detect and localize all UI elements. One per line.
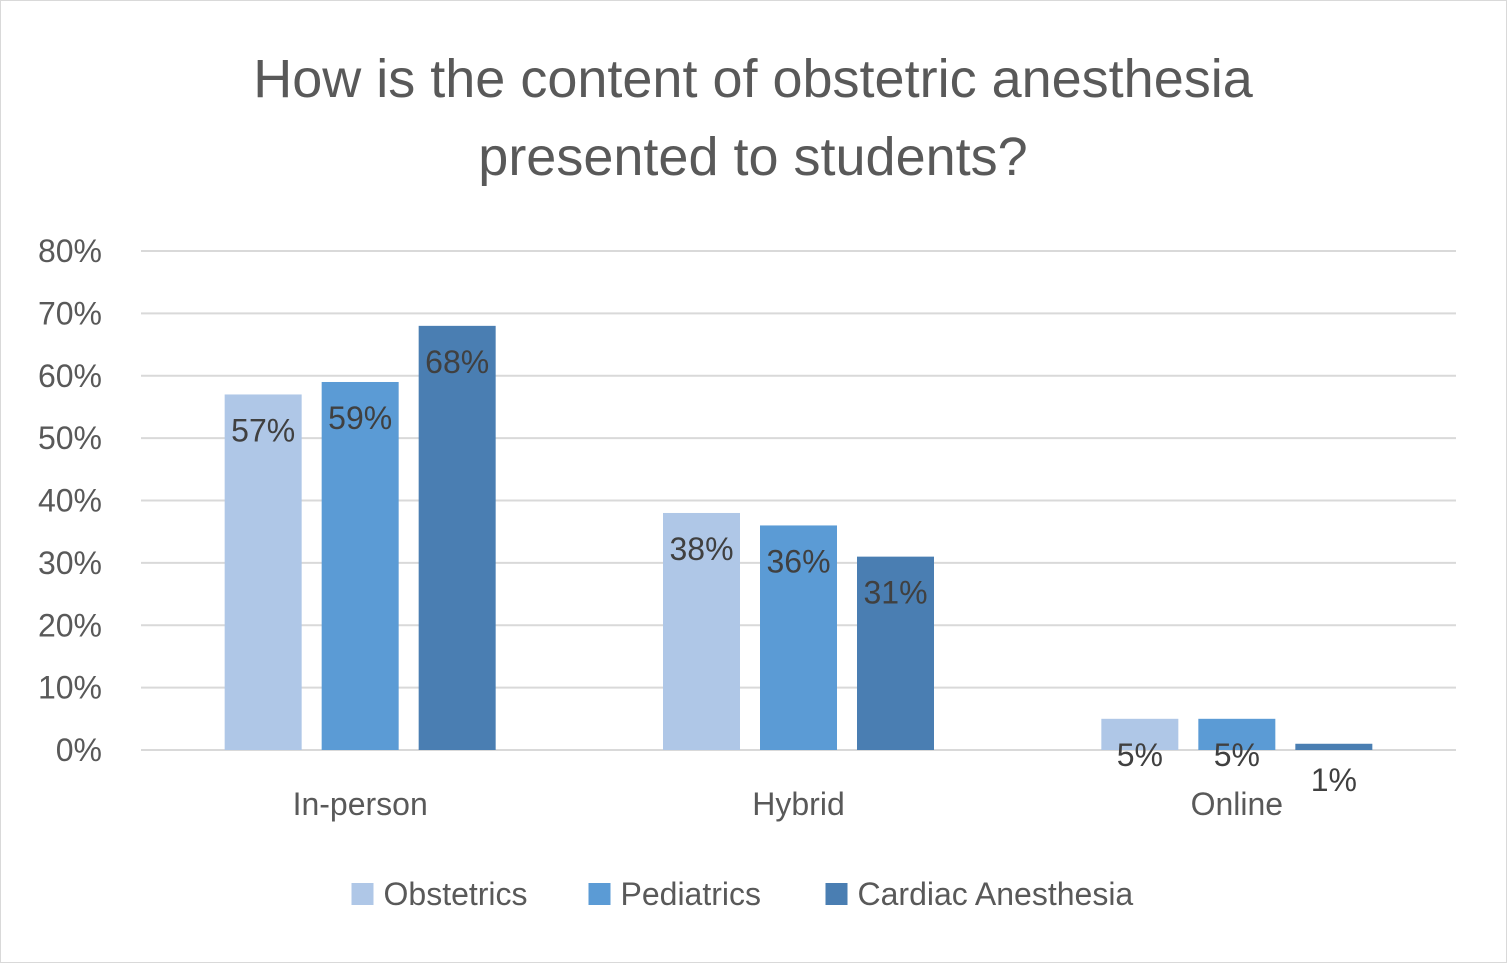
data-label: 1% <box>1311 762 1357 798</box>
legend-label: Cardiac Anesthesia <box>858 876 1134 912</box>
bar-pediatrics <box>760 525 837 750</box>
y-tick-label: 70% <box>38 295 102 331</box>
data-labels: 57% 59% 68% 38% 36% 31% 5% 5% 1% <box>231 344 1357 798</box>
legend-swatch <box>825 883 848 905</box>
bar-cardiac-anesthesia <box>418 325 496 750</box>
bar-cardiac-anesthesia <box>1295 743 1373 750</box>
y-tick-label: 60% <box>38 358 102 394</box>
x-category-label: In-person <box>293 786 428 822</box>
y-tick-label: 40% <box>38 483 102 519</box>
legend-label: Pediatrics <box>621 876 762 912</box>
bars <box>224 325 1373 750</box>
y-tick-label: 80% <box>38 233 102 269</box>
legend: Obstetrics Pediatrics Cardiac Anesthesia <box>351 876 1134 912</box>
data-label: 5% <box>1117 737 1163 773</box>
data-label: 38% <box>669 531 733 567</box>
bar-obstetrics <box>1101 718 1179 750</box>
bar-pediatrics <box>1198 718 1276 750</box>
chart-title: How is the content of obstetric anesthes… <box>253 49 1254 187</box>
data-label: 36% <box>766 543 830 579</box>
legend-swatch <box>351 883 374 905</box>
y-tick-label: 10% <box>38 670 102 706</box>
chart-title-line-1: How is the content of obstetric anesthes… <box>253 49 1254 109</box>
legend-label: Obstetrics <box>384 876 528 912</box>
bar-obstetrics <box>663 512 740 750</box>
bar-pediatrics <box>321 381 399 750</box>
y-axis: 0% 10% 20% 30% 40% 50% 60% 70% 80% <box>38 233 102 768</box>
y-tick-label: 0% <box>56 732 102 768</box>
bar-cardiac-anesthesia <box>857 556 934 750</box>
data-label: 5% <box>1214 737 1260 773</box>
data-label: 31% <box>863 575 927 611</box>
y-tick-label: 20% <box>38 607 102 643</box>
data-label: 57% <box>231 412 295 448</box>
data-label: 68% <box>425 344 489 380</box>
x-category-label: Online <box>1191 786 1284 822</box>
legend-swatch <box>588 883 611 905</box>
x-category-label: Hybrid <box>752 786 844 822</box>
bar-obstetrics <box>224 394 302 750</box>
y-tick-label: 30% <box>38 545 102 581</box>
y-tick-label: 50% <box>38 420 102 456</box>
x-axis: In-person Hybrid Online <box>293 786 1284 822</box>
data-label: 59% <box>328 400 392 436</box>
chart-title-line-2: presented to students? <box>478 127 1027 187</box>
